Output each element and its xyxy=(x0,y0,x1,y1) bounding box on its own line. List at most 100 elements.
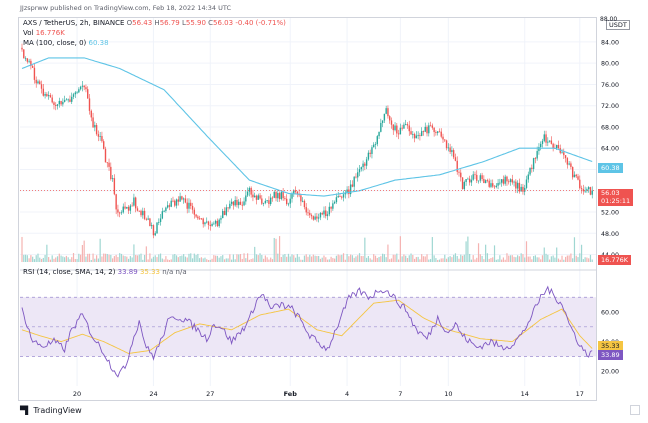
candle-body xyxy=(385,108,387,114)
volume-bar xyxy=(499,255,501,262)
candle-body xyxy=(280,192,283,200)
candle-body xyxy=(83,85,85,88)
ma-value: 60.38 xyxy=(88,39,109,47)
candle-body xyxy=(555,144,558,149)
volume-bar xyxy=(74,258,76,262)
currency-badge[interactable]: USDT xyxy=(606,20,630,30)
candle-body xyxy=(218,219,220,227)
candle-body xyxy=(85,87,87,90)
candle-body xyxy=(477,180,480,182)
candle-body xyxy=(88,98,91,111)
candle-body xyxy=(124,206,126,209)
candle-body xyxy=(287,203,290,205)
candle-body xyxy=(582,189,585,192)
volume-bar xyxy=(344,259,346,262)
volume-bar xyxy=(163,259,165,262)
volume-bar xyxy=(216,255,219,262)
candle-body xyxy=(445,140,448,149)
volume-bar xyxy=(72,253,75,262)
candle-body xyxy=(488,180,490,187)
volume-bar xyxy=(232,254,234,262)
volume-bar xyxy=(373,254,375,262)
change-value: -0.40 (-0.71%) xyxy=(235,19,286,27)
volume-bar xyxy=(458,258,460,262)
candle-body xyxy=(392,124,394,131)
volume-bar xyxy=(48,257,50,262)
volume-bar xyxy=(582,259,584,262)
candle-body xyxy=(330,206,332,209)
candle-body xyxy=(28,60,30,62)
volume-bar xyxy=(179,256,181,262)
volume-bar xyxy=(454,253,457,262)
volume-bar xyxy=(158,254,160,262)
candle-body xyxy=(492,183,494,187)
tradingview-logo[interactable]: ▀▌ TradingView xyxy=(20,406,82,415)
candle-body xyxy=(412,134,414,135)
candle-body xyxy=(303,200,306,208)
candle-body xyxy=(317,217,320,219)
volume-bar xyxy=(422,256,425,262)
candle-body xyxy=(451,150,453,152)
volume-bar xyxy=(527,256,529,262)
candle-body xyxy=(136,208,139,211)
candle-body xyxy=(23,49,25,59)
candle-body xyxy=(143,210,146,219)
candle-body xyxy=(241,204,243,206)
volume-bar xyxy=(350,254,352,262)
volume-bar xyxy=(524,257,526,262)
candle-body xyxy=(406,124,409,126)
volume-bar xyxy=(568,255,570,262)
candle-body xyxy=(269,197,272,205)
candle-body xyxy=(95,125,98,135)
candle-body xyxy=(357,172,359,178)
candle-body xyxy=(580,188,583,190)
candle-body xyxy=(58,100,61,105)
published-header: JJzsprww published on TradingView.com, F… xyxy=(20,4,231,12)
candle-body xyxy=(53,102,55,105)
volume-bar xyxy=(490,258,492,262)
candle-body xyxy=(37,81,39,84)
candle-body xyxy=(534,158,537,159)
candle-body xyxy=(570,163,572,167)
volume-bar xyxy=(96,255,98,262)
candle-body xyxy=(545,134,547,143)
candle-body xyxy=(99,136,101,137)
candle-body xyxy=(444,139,446,141)
volume-bar xyxy=(564,256,567,262)
candle-body xyxy=(175,199,178,206)
candle-body xyxy=(186,202,188,209)
volume-bar xyxy=(161,258,163,262)
candle-body xyxy=(575,174,577,177)
candle-body xyxy=(282,192,284,199)
candle-body xyxy=(39,81,41,85)
volume-bar xyxy=(426,254,428,262)
volume-bar xyxy=(554,257,556,262)
candle-body xyxy=(531,167,533,169)
volume-bar xyxy=(485,244,487,262)
candle-body xyxy=(214,220,217,224)
candle-body xyxy=(46,94,48,97)
volume-bar xyxy=(32,256,34,262)
candle-body xyxy=(515,181,517,189)
volume-bar xyxy=(247,253,249,262)
candle-body xyxy=(262,202,265,204)
volume-value: 16.776K xyxy=(35,29,65,37)
candle-body xyxy=(131,205,133,207)
candle-body xyxy=(250,187,252,195)
candle-body xyxy=(92,117,94,128)
candle-body xyxy=(30,60,32,67)
candle-body xyxy=(566,158,569,165)
candle-body xyxy=(408,125,410,132)
candle-body xyxy=(56,104,59,106)
candle-body xyxy=(259,195,261,199)
candle-body xyxy=(390,120,393,125)
volume-legend: Vol 16.776K xyxy=(23,29,65,37)
candle-body xyxy=(129,205,132,211)
candle-body xyxy=(417,135,419,136)
volume-bar xyxy=(588,258,590,262)
rsi-tag: 33.89 xyxy=(598,350,623,361)
candle-body xyxy=(140,210,142,216)
candle-body xyxy=(78,89,80,93)
candle-body xyxy=(234,199,236,206)
